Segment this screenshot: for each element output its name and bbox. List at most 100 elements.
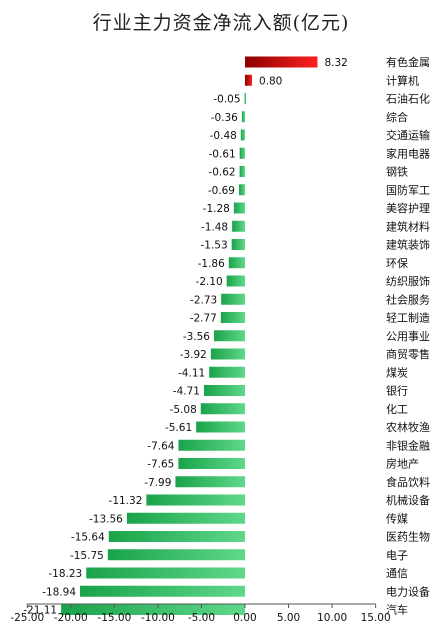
bar-11: [231, 239, 245, 250]
bar-20: [200, 403, 245, 415]
chart-title: 行业主力资金净流入额(亿元): [92, 12, 350, 34]
value-label-31: -21.11: [23, 605, 57, 617]
bar-10: [232, 220, 245, 232]
value-label-3: -0.05: [213, 94, 240, 106]
x-tick-label-4: -10.00: [141, 612, 175, 624]
value-label-4: -0.36: [211, 112, 238, 124]
x-tick-label-8: 10.00: [317, 612, 347, 624]
category-label-24: 食品饮料: [386, 475, 430, 489]
value-label-1: 8.32: [324, 57, 347, 69]
value-label-5: -0.48: [210, 130, 237, 142]
value-label-15: -2.77: [190, 313, 217, 325]
category-label-23: 房地产: [386, 457, 419, 471]
value-label-7: -0.62: [208, 167, 235, 179]
value-label-26: -13.56: [89, 513, 123, 525]
x-tick-label-7: 5.00: [277, 612, 300, 624]
bar-1: [245, 56, 318, 68]
value-label-14: -2.73: [190, 294, 217, 306]
bars-layer: 8.32 有色金属 0.80 计算机 -0.05 石油石化 -0.36 综合 -0.48 交通运输…: [23, 55, 430, 617]
value-label-22: -7.64: [147, 440, 174, 452]
bar-19: [203, 385, 245, 396]
bar-12: [228, 257, 245, 269]
value-label-25: -11.32: [109, 495, 143, 507]
bar-15: [220, 312, 245, 323]
bar-13: [226, 275, 245, 287]
value-label-10: -1.48: [201, 221, 228, 233]
value-label-9: -1.28: [203, 203, 230, 215]
category-label-20: 化工: [386, 402, 408, 416]
category-label-17: 商贸零售: [386, 347, 430, 361]
bar-21: [196, 421, 245, 433]
category-label-12: 环保: [386, 256, 408, 270]
bar-5: [240, 129, 245, 141]
bar-26: [126, 512, 245, 524]
bar-27: [108, 531, 245, 542]
category-label-16: 公用事业: [386, 330, 430, 343]
category-label-2: 计算机: [386, 73, 419, 87]
category-label-6: 家用电器: [386, 146, 430, 160]
category-label-1: 有色金属: [386, 55, 430, 69]
category-label-30: 电力设备: [386, 584, 430, 598]
value-label-21: -5.61: [165, 422, 192, 434]
bar-28: [107, 549, 245, 561]
bar-30: [80, 585, 245, 597]
value-label-11: -1.53: [200, 240, 227, 252]
bar-4: [241, 111, 245, 123]
value-label-23: -7.65: [147, 459, 174, 471]
x-tick-label-5: -5.00: [188, 612, 215, 624]
category-label-3: 石油石化: [386, 92, 430, 106]
value-label-12: -1.86: [198, 258, 225, 270]
category-label-25: 机械设备: [386, 493, 430, 507]
category-label-21: 农林牧渔: [386, 420, 430, 434]
category-label-10: 建筑材料: [386, 219, 430, 233]
category-label-31: 汽车: [386, 603, 408, 617]
category-label-7: 钢铁: [386, 166, 408, 179]
bar-9: [233, 202, 245, 214]
value-label-8: -0.69: [208, 185, 235, 197]
category-label-8: 国防军工: [386, 183, 430, 197]
bar-29: [86, 567, 245, 579]
value-label-13: -2.10: [196, 276, 223, 288]
bar-31: [61, 604, 245, 615]
value-label-29: -18.23: [48, 568, 82, 580]
category-label-29: 通信: [386, 567, 408, 580]
x-tick-label-2: -20.00: [54, 612, 88, 624]
bar-23: [178, 458, 245, 469]
x-tick-label-1: -25.00: [10, 612, 44, 624]
x-tick-label-6: 0.00: [233, 612, 256, 624]
category-label-22: 非银金融: [386, 438, 430, 452]
bar-3: [244, 93, 247, 104]
value-label-6: -0.61: [209, 148, 236, 160]
value-label-24: -7.99: [144, 477, 171, 489]
bar-22: [178, 439, 245, 451]
bar-18: [209, 366, 245, 378]
bar-2: [245, 74, 252, 86]
value-label-16: -3.56: [183, 331, 210, 343]
category-label-18: 煤炭: [386, 366, 408, 379]
bar-6: [239, 147, 245, 159]
x-axis: -25.00 -20.00 -15.00 -10.00 -5.00 0.00 5.00 10.…: [10, 603, 391, 624]
value-label-20: -5.08: [170, 404, 197, 416]
category-label-27: 医药生物: [386, 530, 430, 544]
value-label-19: -4.71: [173, 386, 200, 398]
value-label-28: -15.75: [70, 550, 104, 562]
value-label-17: -3.92: [180, 349, 207, 361]
category-label-15: 轻工制造: [386, 311, 430, 325]
category-label-28: 电子: [386, 549, 408, 562]
category-label-5: 交通运输: [386, 128, 430, 142]
bar-8: [238, 184, 245, 196]
value-label-27: -15.64: [71, 532, 105, 544]
bar-16: [213, 330, 245, 342]
value-label-2: 0.80: [259, 75, 282, 87]
x-tick-label-9: 15.00: [361, 612, 391, 624]
category-label-13: 纺织服饰: [386, 274, 430, 288]
bar-25: [146, 494, 245, 506]
bar-14: [221, 293, 245, 305]
bar-17: [210, 348, 245, 360]
bar-24: [175, 476, 245, 488]
value-label-30: -18.94: [42, 586, 76, 598]
category-label-14: 社会服务: [386, 292, 430, 306]
category-label-19: 银行: [386, 384, 408, 398]
x-tick-label-3: -15.00: [97, 612, 131, 624]
